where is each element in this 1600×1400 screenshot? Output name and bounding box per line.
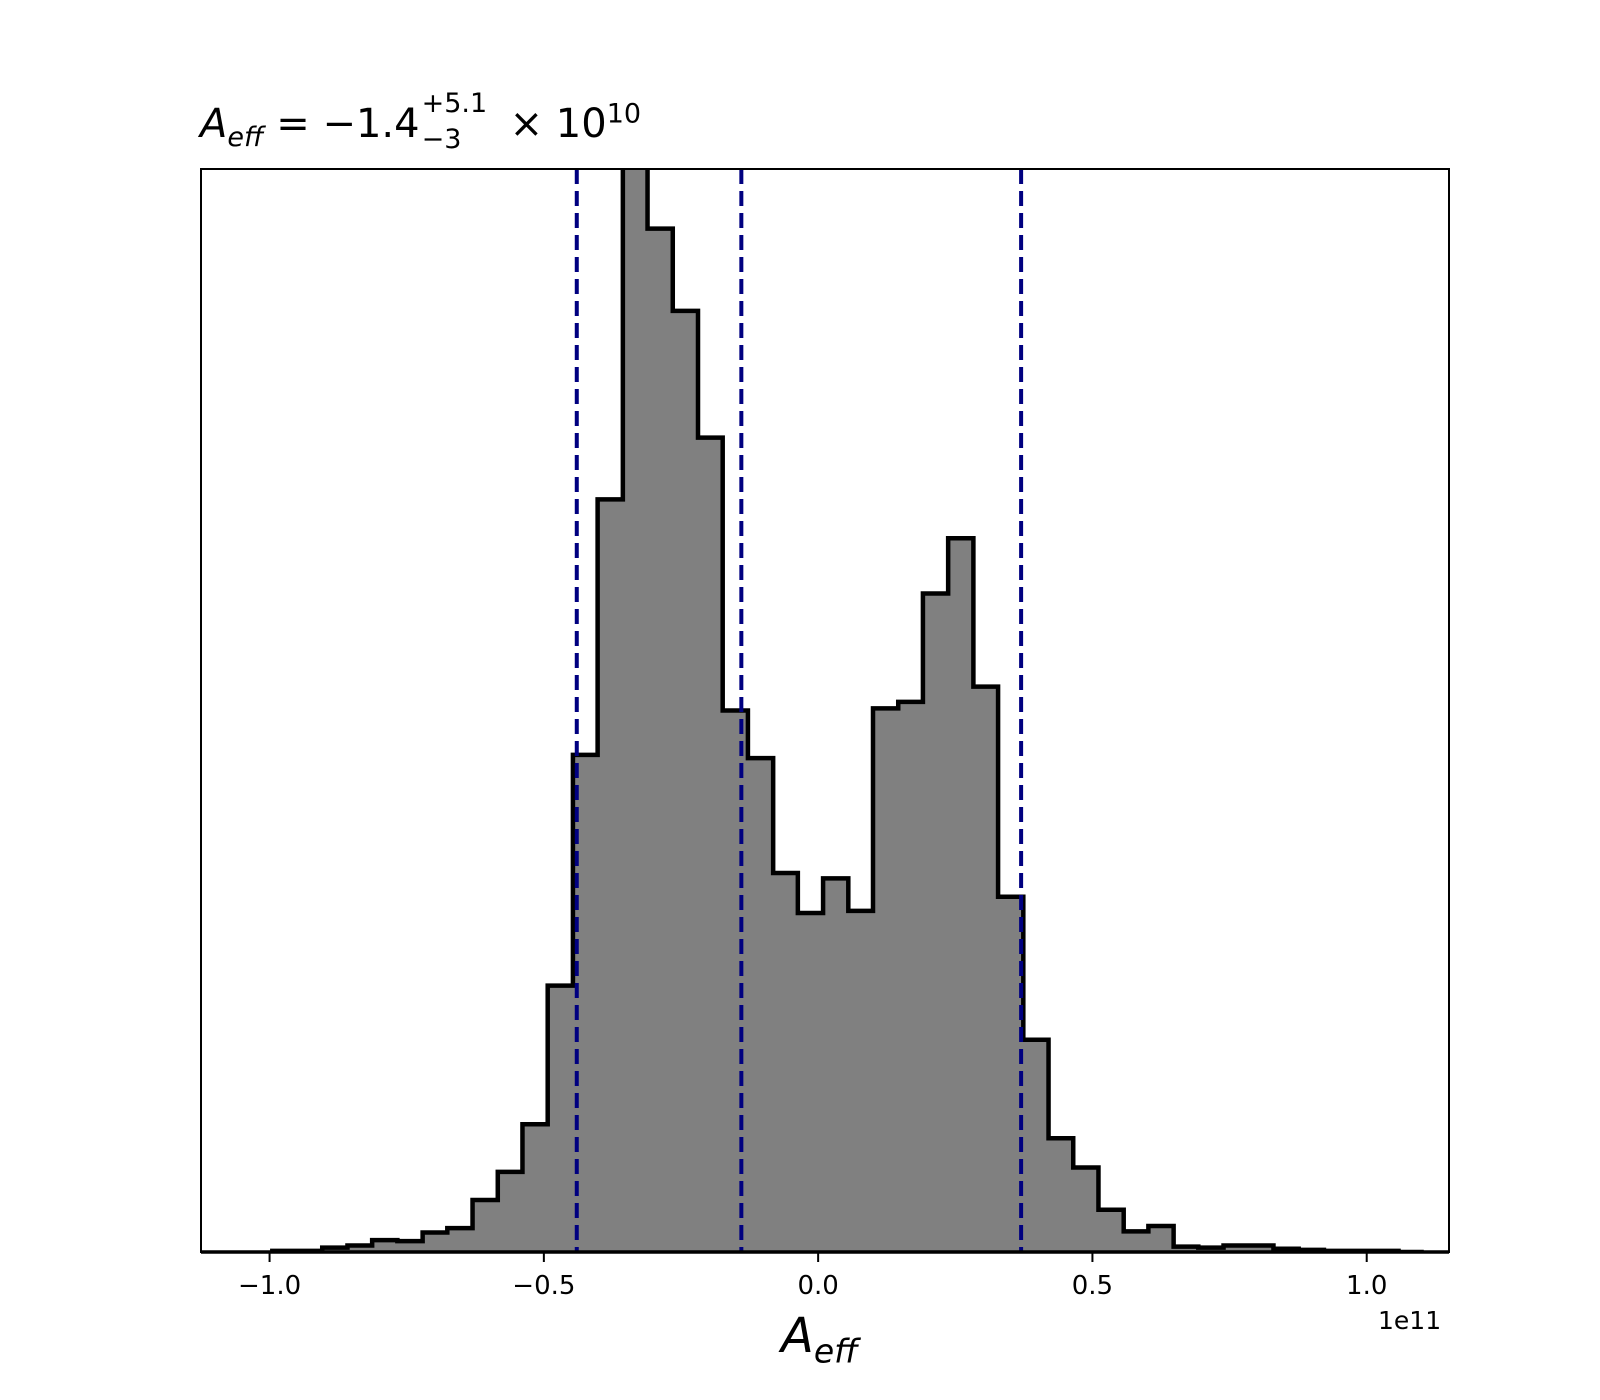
- histogram-bar: [1048, 1138, 1074, 1252]
- histogram-bar: [1023, 1039, 1050, 1252]
- histogram-bar: [422, 1232, 448, 1252]
- histogram-bar: [622, 169, 649, 1252]
- x-axis-label: Aeff: [781, 1308, 858, 1371]
- histogram-bar: [347, 1245, 373, 1252]
- x-tick-label: −0.5: [512, 1271, 575, 1301]
- histogram-bar: [773, 872, 799, 1252]
- x-tick-label: 0.5: [1072, 1271, 1113, 1301]
- histogram-bar: [873, 708, 899, 1252]
- histogram-bar: [647, 228, 674, 1252]
- histogram-bar: [522, 1124, 549, 1252]
- histogram-bar: [848, 910, 874, 1252]
- histogram-group: [270, 169, 1424, 1252]
- histogram-bar: [1148, 1226, 1175, 1252]
- x-axis: −1.0 −0.5 0.0 0.5 1.0: [238, 1252, 1387, 1301]
- x-tick-label: 0.0: [797, 1271, 838, 1301]
- title-median: −1.4: [322, 101, 420, 147]
- x-tick-label: 1.0: [1346, 1271, 1387, 1301]
- x-axis-label-symbol: A: [781, 1308, 814, 1364]
- histogram-outline: [270, 169, 1424, 1252]
- histogram-bar: [1173, 1246, 1199, 1252]
- chart-title: Aeff = −1.4 +5.1 −3 × 1010: [200, 90, 642, 156]
- title-times: × 10: [509, 101, 607, 147]
- histogram-bar: [823, 878, 849, 1252]
- title-equals: =: [263, 101, 323, 147]
- x-axis-offset-label: 1e11: [1378, 1306, 1442, 1335]
- title-symbol: A: [200, 101, 228, 147]
- histogram-bar: [922, 593, 949, 1252]
- title-lower-error: −3: [421, 124, 462, 155]
- title-upper-error: +5.1: [421, 88, 488, 119]
- histogram-bar: [1223, 1245, 1250, 1252]
- histogram-bar: [1098, 1209, 1125, 1252]
- histogram-bar: [472, 1200, 499, 1252]
- title-subscript: eff: [227, 122, 264, 153]
- histogram-bar: [597, 499, 624, 1252]
- histogram-bar: [1248, 1245, 1275, 1252]
- histogram-bar: [672, 310, 699, 1252]
- x-axis-label-subscript: eff: [813, 1331, 858, 1371]
- histogram-bar: [1073, 1167, 1100, 1252]
- histogram-bar: [722, 710, 749, 1252]
- histogram-bar: [372, 1240, 398, 1252]
- histogram-bar: [797, 913, 824, 1252]
- histogram-bar: [747, 758, 774, 1252]
- histogram-bar: [1123, 1231, 1149, 1252]
- histogram-bar: [397, 1241, 424, 1252]
- plot-area: [200, 168, 1450, 1254]
- histogram-bar: [898, 701, 924, 1252]
- x-tick-label: −1.0: [238, 1271, 301, 1301]
- title-error-stack: +5.1 −3: [421, 90, 504, 156]
- histogram-bar: [547, 985, 574, 1252]
- title-exponent: 10: [606, 98, 642, 130]
- histogram-bar: [497, 1171, 524, 1252]
- histogram-bar: [447, 1228, 474, 1252]
- histogram-bar: [973, 686, 999, 1252]
- histogram-bar: [948, 538, 974, 1252]
- histogram-bar: [698, 437, 724, 1252]
